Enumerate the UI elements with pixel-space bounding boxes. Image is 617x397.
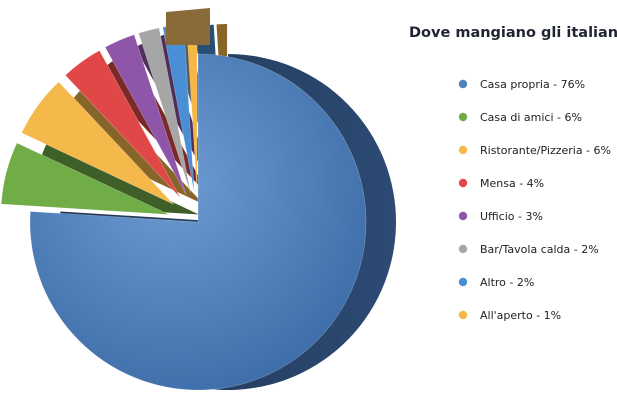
- legend: Casa propria - 76% Casa di amici - 6% Rist…: [458, 78, 611, 322]
- legend-label-0: Casa propria - 76%: [480, 78, 585, 91]
- legend-marker-1: [458, 112, 468, 122]
- pie-slice-casa-propria: [29, 53, 367, 391]
- pie-slice-mensa: [64, 50, 181, 198]
- legend-label-3: Mensa - 4%: [480, 177, 544, 190]
- pie-slice-casa-di-amici: [0, 142, 170, 215]
- chart-title: Dove mangiano gli italiani?: [409, 25, 617, 41]
- legend-label-5: Bar/Tavola calda - 2%: [480, 243, 599, 256]
- legend-label-2: Ristorante/Pizzeria - 6%: [480, 144, 611, 157]
- legend-marker-2: [458, 145, 468, 155]
- legend-label-1: Casa di amici - 6%: [480, 111, 582, 124]
- legend-marker-4: [458, 211, 468, 221]
- legend-label-7: All'aperto - 1%: [480, 309, 561, 322]
- legend-marker-5: [458, 244, 468, 254]
- legend-marker-0: [458, 79, 468, 89]
- legend-label-6: Altro - 2%: [480, 276, 534, 289]
- pie-slice-bar-tavola-calda: [138, 27, 191, 194]
- legend-marker-3: [458, 178, 468, 188]
- pie-group: [0, 8, 397, 391]
- pie-slice-top-wedge: [166, 8, 210, 45]
- pie-slice-ristorante-pizzeria: [21, 81, 174, 205]
- pie-slice-ufficio: [104, 34, 187, 195]
- legend-marker-6: [458, 277, 468, 287]
- legend-label-4: Ufficio - 3%: [480, 210, 543, 223]
- legend-marker-7: [458, 310, 468, 320]
